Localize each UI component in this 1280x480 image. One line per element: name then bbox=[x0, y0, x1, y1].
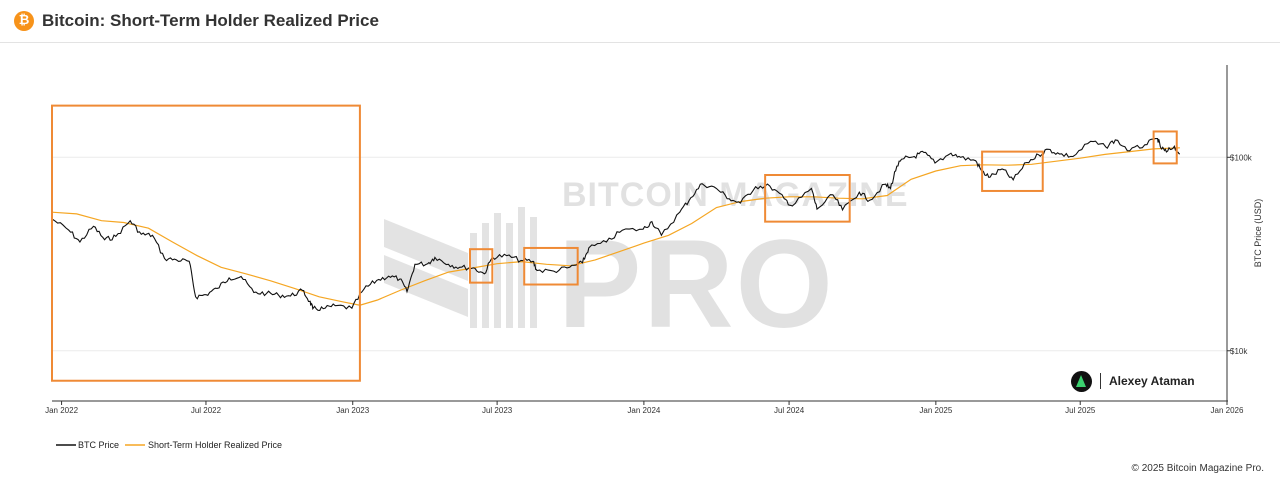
author-divider bbox=[1100, 373, 1101, 389]
x-tick-label: Jan 2022 bbox=[45, 406, 78, 415]
highlight-box bbox=[468, 248, 494, 284]
y-axis-ticks: $10k $100k bbox=[1227, 153, 1253, 356]
x-tick-label: Jan 2025 bbox=[919, 406, 952, 415]
author-name: Alexey Ataman bbox=[1109, 374, 1195, 388]
highlight-box bbox=[51, 104, 361, 382]
series-line-sth-realized-price bbox=[51, 147, 1180, 306]
author-avatar-icon bbox=[1071, 370, 1092, 392]
x-tick-label: Jul 2025 bbox=[1065, 406, 1096, 415]
watermark: BITCOIN MAGAZINE PRO bbox=[384, 176, 909, 354]
x-tick-label: Jul 2023 bbox=[482, 406, 513, 415]
bitcoin-logo-icon: ₿ bbox=[14, 11, 34, 31]
highlight-box bbox=[981, 150, 1044, 192]
x-axis-ticks: Jan 2022 Jul 2022 Jan 2023 Jul 2023 Jan 2024… bbox=[45, 401, 1244, 415]
x-tick-label: Jan 2023 bbox=[336, 406, 369, 415]
highlight-box bbox=[764, 174, 851, 223]
highlight-box bbox=[523, 246, 579, 286]
y-axis-label: BTC Price (USD) bbox=[1253, 199, 1263, 268]
legend-label-btc: BTC Price bbox=[78, 440, 119, 450]
y-tick-label: $10k bbox=[1230, 347, 1248, 356]
watermark-logo-icon bbox=[384, 207, 537, 328]
y-tick-label: $100k bbox=[1230, 153, 1253, 162]
page-title: Bitcoin: Short-Term Holder Realized Pric… bbox=[42, 11, 379, 30]
watermark-pro: PRO bbox=[558, 215, 835, 354]
x-tick-label: Jan 2026 bbox=[1211, 406, 1244, 415]
copyright-footer: © 2025 Bitcoin Magazine Pro. bbox=[1131, 463, 1264, 474]
legend-label-sth: Short-Term Holder Realized Price bbox=[148, 440, 282, 450]
author-credit: Alexey Ataman bbox=[1071, 370, 1195, 392]
x-tick-label: Jan 2024 bbox=[627, 406, 660, 415]
x-tick-label: Jul 2024 bbox=[774, 406, 805, 415]
highlight-boxes bbox=[51, 104, 1178, 382]
chart: BITCOIN MAGAZINE PRO Jan 2022 Jul 2022 Jan… bbox=[45, 65, 1263, 450]
gridlines bbox=[52, 156, 1227, 352]
legend: BTC Price Short-Term Holder Realized Pri… bbox=[56, 440, 282, 450]
header: ₿ Bitcoin: Short-Term Holder Realized Pr… bbox=[0, 0, 1280, 43]
watermark-text: BITCOIN MAGAZINE bbox=[562, 176, 909, 214]
x-tick-label: Jul 2022 bbox=[191, 406, 222, 415]
series-line-btc-price bbox=[51, 138, 1181, 311]
highlight-box bbox=[1152, 130, 1178, 165]
